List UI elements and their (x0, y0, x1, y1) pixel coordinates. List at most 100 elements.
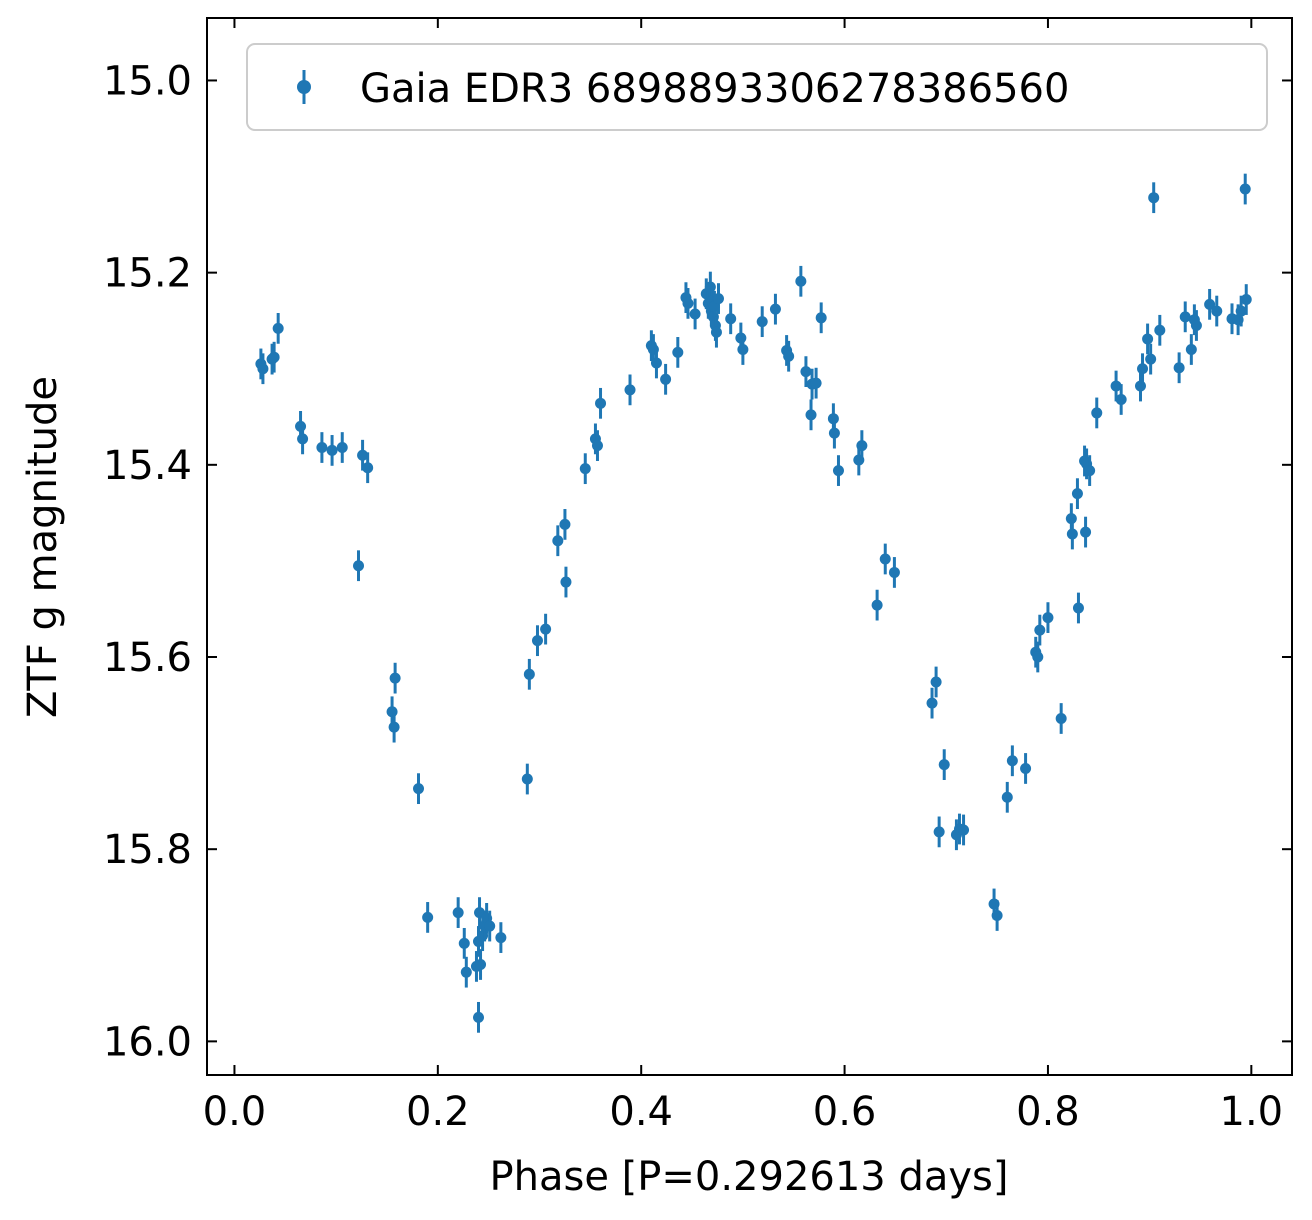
y-tick-label: 15.0 (103, 58, 192, 104)
y-tick-label: 15.6 (103, 635, 192, 681)
data-point (879, 543, 891, 575)
y-tick-label: 15.4 (103, 443, 192, 489)
data-point-marker (272, 322, 284, 334)
data-point (737, 334, 749, 365)
data-point (832, 455, 844, 486)
data-point (495, 922, 507, 953)
data-point (1001, 781, 1013, 813)
data-point (272, 312, 284, 344)
data-point (795, 265, 807, 297)
data-point-marker (660, 373, 672, 385)
data-point (523, 658, 535, 690)
x-axis-title: Phase [P=0.292613 days] (490, 1154, 1009, 1200)
data-point-marker (362, 462, 374, 474)
data-point (473, 1001, 485, 1033)
data-point-marker (769, 303, 781, 315)
data-point-marker (326, 444, 338, 456)
data-point-marker (521, 773, 533, 785)
data-point-marker (1032, 651, 1044, 663)
data-point-marker (888, 566, 900, 578)
data-point-marker (386, 706, 398, 718)
data-point-marker (560, 576, 572, 588)
data-point (933, 816, 945, 848)
data-point-marker (484, 920, 496, 932)
data-point (930, 666, 942, 698)
y-tick-label: 15.2 (103, 251, 192, 297)
data-point (560, 566, 572, 598)
data-point-marker (1080, 526, 1092, 538)
data-point (388, 711, 400, 743)
data-point (800, 356, 812, 387)
data-point-marker (926, 697, 938, 709)
data-point-marker (1115, 393, 1127, 405)
data-point (1137, 353, 1149, 385)
data-point-marker (475, 958, 487, 970)
data-point-marker (991, 909, 1003, 921)
data-point (595, 387, 607, 419)
data-point-marker (1066, 528, 1078, 540)
axis-ticks: 0.0 0.2 0.4 0.6 0.8 1.0 15.0 15.2 15.4 15.6 15.8 16… (103, 18, 1292, 1135)
data-point (888, 557, 900, 588)
data-point (1154, 314, 1166, 346)
data-point-marker (828, 427, 840, 439)
data-point (422, 902, 434, 933)
data-point (1091, 397, 1103, 429)
data-point (815, 302, 827, 334)
data-point (926, 687, 938, 719)
data-point-marker (336, 442, 348, 454)
data-point (1148, 182, 1160, 214)
data-point (712, 283, 724, 314)
data-point-marker (460, 966, 472, 978)
data-point-marker (473, 1011, 485, 1023)
data-point (1239, 173, 1251, 205)
legend: Gaia EDR3 6898893306278386560 (246, 43, 1268, 131)
data-point-marker (579, 463, 591, 475)
data-point-marker (1185, 344, 1197, 356)
data-point (810, 367, 822, 399)
data-point (938, 749, 950, 781)
data-point-marker (783, 350, 795, 362)
data-point (591, 430, 603, 461)
data-point (672, 337, 684, 368)
data-point (682, 288, 694, 319)
data-point-marker (871, 599, 883, 611)
data-point-marker (879, 553, 891, 565)
y-tick-label: 15.8 (103, 827, 192, 873)
data-point-marker (1154, 324, 1166, 336)
data-point-marker (1173, 362, 1185, 374)
data-point (689, 298, 701, 330)
data-point-marker (682, 297, 694, 309)
data-point-marker (1071, 488, 1083, 500)
data-point (1071, 478, 1083, 510)
data-point (624, 374, 636, 406)
data-point (1032, 641, 1044, 673)
data-point (531, 625, 543, 657)
x-tick-label: 1.0 (1220, 1089, 1284, 1135)
data-point-marker (316, 442, 328, 454)
data-point (1145, 343, 1157, 375)
data-point-marker (295, 420, 307, 432)
data-point-marker (353, 560, 365, 572)
data-point-marker (413, 783, 425, 795)
y-axis-title: ZTF g magnitude (20, 376, 66, 718)
data-point (452, 897, 464, 928)
data-point-marker (1190, 319, 1202, 331)
data-point (660, 363, 672, 395)
data-point-marker (672, 346, 684, 358)
data-point-marker (595, 397, 607, 409)
data-point-marker (531, 635, 543, 647)
data-point-marker (712, 293, 724, 305)
data-point (958, 814, 970, 846)
y-tick-label: 16.0 (103, 1019, 192, 1065)
data-point (257, 353, 269, 385)
data-point-marker (297, 433, 309, 445)
data-point (871, 589, 883, 621)
data-point (552, 525, 564, 557)
data-point-marker (958, 824, 970, 836)
data-point-marker (389, 672, 401, 684)
data-point-marker (1020, 762, 1032, 774)
data-point (559, 509, 571, 540)
data-point (650, 347, 662, 379)
data-point-marker (1055, 713, 1067, 725)
data-point-marker (1137, 363, 1149, 375)
